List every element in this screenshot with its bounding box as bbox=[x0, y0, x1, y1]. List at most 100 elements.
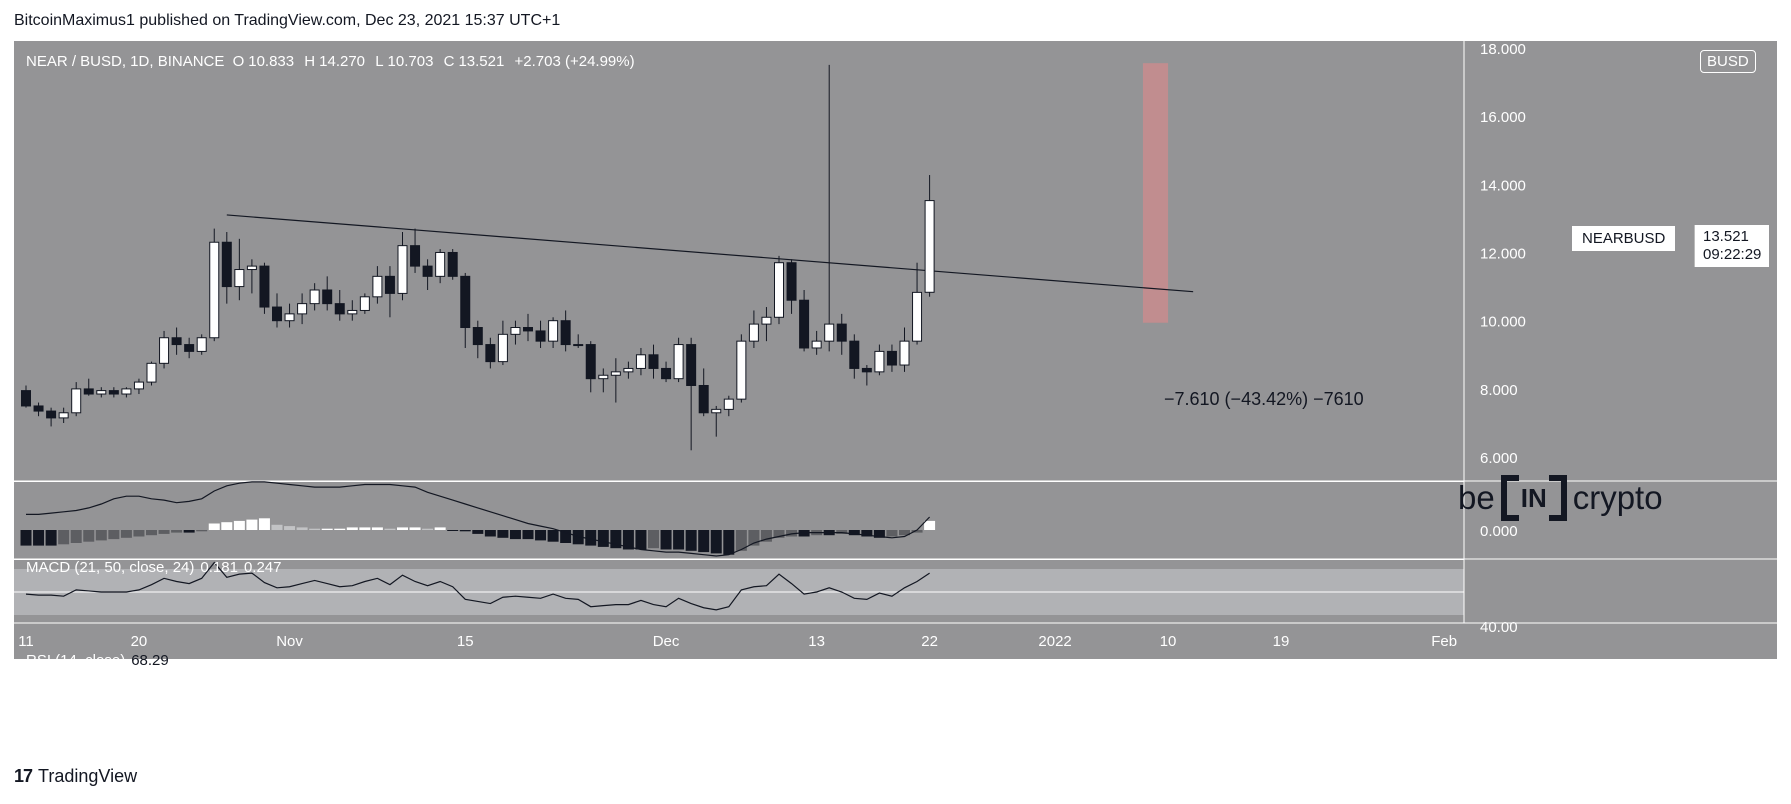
candlestick-chart[interactable]: 6.000 8.000 10.000 12.000 14.000 16.000 18.000… bbox=[14, 41, 1777, 751]
macd-histogram-bar bbox=[723, 530, 735, 555]
bullish-candle bbox=[372, 275, 383, 298]
bearish-candle bbox=[334, 303, 345, 315]
bullish-candle bbox=[748, 323, 759, 342]
macd-histogram-bar bbox=[648, 530, 659, 549]
descending-trendline bbox=[226, 214, 1194, 293]
bullish-candle bbox=[736, 340, 747, 400]
price-tick-label: 18.000 bbox=[1480, 41, 1526, 58]
price-range-measure bbox=[1142, 63, 1169, 323]
measure-label: −7.610 (−43.42%) −7610 bbox=[1164, 389, 1364, 409]
bullish-candle bbox=[146, 362, 157, 383]
price-tick-label: 8.000 bbox=[1480, 382, 1518, 399]
price-tick-label: 10.000 bbox=[1480, 314, 1526, 331]
bearish-candle bbox=[523, 327, 533, 332]
macd-histogram-bar bbox=[786, 530, 798, 537]
beincrypto-logo: be IN crypto bbox=[1458, 475, 1663, 521]
macd-histogram-bar bbox=[33, 530, 45, 546]
bullish-candle bbox=[234, 269, 245, 288]
bearish-candle bbox=[698, 384, 709, 414]
bearish-candle bbox=[108, 390, 119, 395]
macd-histogram-bar bbox=[158, 530, 170, 534]
macd-histogram-bar bbox=[522, 530, 534, 540]
bearish-candle bbox=[861, 367, 872, 373]
bearish-candle bbox=[184, 344, 195, 352]
tradingview-footer[interactable]: 17 TradingView bbox=[14, 766, 137, 787]
time-tick-label: Dec bbox=[653, 633, 680, 650]
macd-histogram-bar bbox=[346, 527, 358, 530]
macd-histogram-bar bbox=[685, 530, 697, 551]
bearish-candle bbox=[485, 344, 496, 363]
macd-histogram-bar bbox=[83, 530, 95, 542]
price-tick-label: 12.000 bbox=[1480, 245, 1526, 262]
macd-histogram-bar bbox=[760, 530, 772, 542]
macd-histogram-bar bbox=[271, 524, 283, 530]
bearish-candle bbox=[535, 330, 546, 342]
macd-histogram-bar bbox=[698, 530, 710, 553]
macd-histogram-bar bbox=[95, 530, 107, 541]
macd-histogram-bar bbox=[610, 530, 622, 549]
bullish-candle bbox=[435, 251, 446, 277]
bullish-candle bbox=[598, 374, 609, 380]
time-tick-label: 13 bbox=[808, 633, 825, 650]
macd-histogram-bar bbox=[246, 519, 258, 530]
chart-container[interactable]: 6.000 8.000 10.000 12.000 14.000 16.000 18.000… bbox=[14, 41, 1777, 751]
macd-histogram-bar bbox=[560, 530, 572, 543]
bullish-candle bbox=[774, 262, 784, 318]
macd-histogram-bar bbox=[886, 530, 898, 537]
logo-box-text: IN bbox=[1520, 482, 1547, 513]
macd-histogram-bar bbox=[710, 530, 722, 554]
bearish-candle bbox=[460, 275, 471, 329]
bearish-candle bbox=[836, 323, 847, 342]
symbol-label: NEAR / BUSD, 1D, BINANCE bbox=[26, 53, 225, 70]
macd-legend: MACD (21, 50, close, 24) 0.181 0.247 bbox=[26, 559, 282, 576]
macd-histogram-bar bbox=[334, 528, 346, 530]
bullish-candle bbox=[924, 200, 935, 293]
macd-histogram-bar bbox=[284, 526, 296, 530]
bullish-candle bbox=[497, 333, 508, 363]
bullish-candle bbox=[347, 309, 358, 315]
macd-histogram-bar bbox=[572, 530, 584, 545]
macd-histogram-bar bbox=[535, 530, 547, 541]
macd-histogram-bar bbox=[108, 530, 120, 540]
macd-histogram-bar bbox=[58, 530, 70, 545]
bullish-candle bbox=[723, 398, 734, 410]
bullish-candle bbox=[874, 350, 885, 373]
symbol-tag: NEARBUSD bbox=[1572, 226, 1676, 251]
logo-box: IN bbox=[1500, 475, 1567, 521]
macd-histogram-bar bbox=[848, 530, 860, 536]
logo-text-left: be bbox=[1458, 479, 1495, 516]
tradingview-brand: TradingView bbox=[38, 766, 138, 786]
time-tick-label: 2022 bbox=[1038, 633, 1071, 650]
bullish-candle bbox=[548, 320, 559, 342]
macd-histogram-bar bbox=[798, 530, 810, 537]
bearish-candle bbox=[886, 350, 897, 366]
bullish-candle bbox=[297, 303, 308, 315]
bullish-candle bbox=[284, 313, 295, 322]
macd-histogram-bar bbox=[836, 530, 848, 534]
bearish-candle bbox=[648, 354, 659, 369]
high-value: 14.270 bbox=[319, 53, 366, 70]
low-key: L bbox=[375, 53, 384, 70]
macd-histogram-bar bbox=[597, 530, 609, 547]
macd-histogram-bar bbox=[120, 530, 132, 538]
bullish-candle bbox=[912, 291, 923, 342]
macd-histogram-bar bbox=[873, 530, 885, 538]
currency-badge[interactable]: BUSD bbox=[1700, 50, 1756, 73]
macd-histogram-bar bbox=[484, 530, 496, 537]
bullish-candle bbox=[196, 337, 207, 352]
price-tick-label: 16.000 bbox=[1480, 109, 1526, 126]
time-tick-label: 10 bbox=[1160, 633, 1177, 650]
bearish-candle bbox=[786, 262, 797, 301]
bearish-candle bbox=[83, 388, 94, 395]
bullish-candle bbox=[96, 390, 107, 395]
macd-histogram-bar bbox=[208, 523, 220, 530]
macd-histogram-bar bbox=[673, 530, 685, 550]
bullish-candle bbox=[246, 265, 257, 271]
open-key: O bbox=[232, 53, 245, 70]
price-axis bbox=[1464, 41, 1777, 659]
price-tag: 13.521 09:22:29 bbox=[1694, 225, 1770, 267]
bullish-candle bbox=[159, 337, 170, 364]
bullish-candle bbox=[711, 408, 722, 414]
rsi-title: RSI (14, close) bbox=[26, 652, 126, 669]
macd-histogram-bar bbox=[459, 530, 471, 532]
